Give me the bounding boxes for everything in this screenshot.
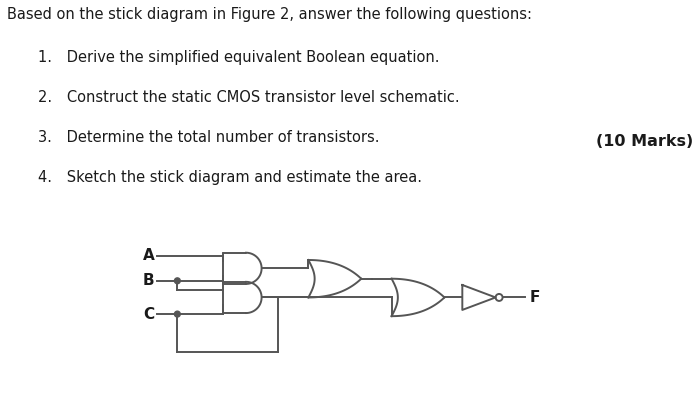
Text: 4.  Sketch the stick diagram and estimate the area.: 4. Sketch the stick diagram and estimate…: [38, 171, 423, 186]
Circle shape: [174, 278, 181, 284]
Text: (10 Marks): (10 Marks): [596, 134, 693, 149]
Text: 3.  Determine the total number of transistors.: 3. Determine the total number of transis…: [38, 131, 380, 146]
Text: B: B: [143, 273, 155, 288]
Circle shape: [174, 311, 181, 317]
Text: A: A: [143, 248, 155, 263]
Text: 2.  Construct the static CMOS transistor level schematic.: 2. Construct the static CMOS transistor …: [38, 90, 460, 105]
Text: F: F: [530, 290, 540, 305]
Text: C: C: [144, 307, 155, 322]
Text: Based on the stick diagram in Figure 2, answer the following questions:: Based on the stick diagram in Figure 2, …: [7, 7, 532, 22]
Text: 1.  Derive the simplified equivalent Boolean equation.: 1. Derive the simplified equivalent Bool…: [38, 50, 440, 65]
